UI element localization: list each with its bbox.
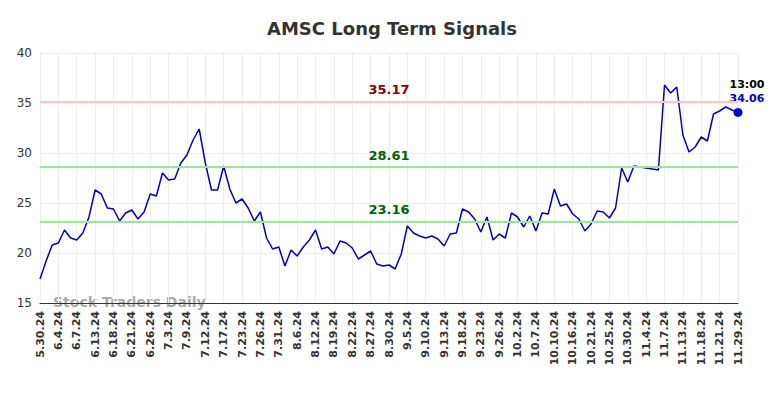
svg-text:6.13.24: 6.13.24 <box>89 311 102 358</box>
svg-text:11.18.24: 11.18.24 <box>695 311 708 366</box>
svg-text:7.26.24: 7.26.24 <box>254 311 267 358</box>
svg-text:10.7.24: 10.7.24 <box>529 311 542 358</box>
svg-text:7.12.24: 7.12.24 <box>199 311 212 358</box>
svg-text:8.27.24: 8.27.24 <box>364 311 377 358</box>
svg-text:6.4.24: 6.4.24 <box>52 311 65 350</box>
svg-text:8.22.24: 8.22.24 <box>346 311 359 358</box>
svg-text:13:00: 13:00 <box>730 78 765 91</box>
svg-text:10.16.24: 10.16.24 <box>566 311 579 366</box>
svg-text:9.23.24: 9.23.24 <box>474 311 487 358</box>
svg-text:8.12.24: 8.12.24 <box>309 311 322 358</box>
svg-text:8.6.24: 8.6.24 <box>291 311 304 350</box>
svg-text:23.16: 23.16 <box>368 202 409 217</box>
svg-text:10.10.24: 10.10.24 <box>548 311 561 366</box>
svg-text:40: 40 <box>17 46 32 60</box>
svg-text:10.30.24: 10.30.24 <box>621 311 634 366</box>
svg-text:9.18.24: 9.18.24 <box>456 311 469 358</box>
svg-text:7.31.24: 7.31.24 <box>272 311 285 358</box>
svg-text:25: 25 <box>17 196 32 210</box>
svg-text:28.61: 28.61 <box>368 148 409 163</box>
svg-text:6.7.24: 6.7.24 <box>70 311 83 350</box>
svg-text:35: 35 <box>17 96 32 110</box>
svg-text:10.25.24: 10.25.24 <box>603 311 616 366</box>
svg-text:11.13.24: 11.13.24 <box>676 311 689 366</box>
svg-text:11.21.24: 11.21.24 <box>713 311 726 366</box>
svg-text:11.29.24: 11.29.24 <box>732 311 745 366</box>
svg-text:9.26.24: 9.26.24 <box>493 311 506 358</box>
svg-text:20: 20 <box>17 246 32 260</box>
svg-text:9.5.24: 9.5.24 <box>401 311 414 350</box>
svg-text:Stock Traders Daily: Stock Traders Daily <box>53 294 206 310</box>
svg-text:8.19.24: 8.19.24 <box>327 311 340 358</box>
svg-text:11.4.24: 11.4.24 <box>640 311 653 358</box>
svg-text:10.2.24: 10.2.24 <box>511 311 524 358</box>
svg-text:9.10.24: 9.10.24 <box>419 311 432 358</box>
svg-text:5.30.24: 5.30.24 <box>34 311 47 358</box>
svg-text:35.17: 35.17 <box>368 82 409 97</box>
svg-text:7.3.24: 7.3.24 <box>162 311 175 350</box>
svg-text:9.13.24: 9.13.24 <box>438 311 451 358</box>
svg-text:30: 30 <box>17 146 32 160</box>
svg-text:6.21.24: 6.21.24 <box>125 311 138 358</box>
svg-text:7.23.24: 7.23.24 <box>236 311 249 358</box>
svg-text:AMSC Long Term Signals: AMSC Long Term Signals <box>267 18 517 39</box>
svg-text:34.06: 34.06 <box>730 92 765 105</box>
svg-text:6.26.24: 6.26.24 <box>144 311 157 358</box>
svg-text:7.9.24: 7.9.24 <box>180 311 193 350</box>
svg-text:15: 15 <box>17 296 32 310</box>
svg-text:7.17.24: 7.17.24 <box>217 311 230 358</box>
svg-text:11.7.24: 11.7.24 <box>658 311 671 358</box>
svg-text:8.30.24: 8.30.24 <box>383 311 396 358</box>
svg-text:6.18.24: 6.18.24 <box>107 311 120 358</box>
svg-text:10.21.24: 10.21.24 <box>585 311 598 366</box>
